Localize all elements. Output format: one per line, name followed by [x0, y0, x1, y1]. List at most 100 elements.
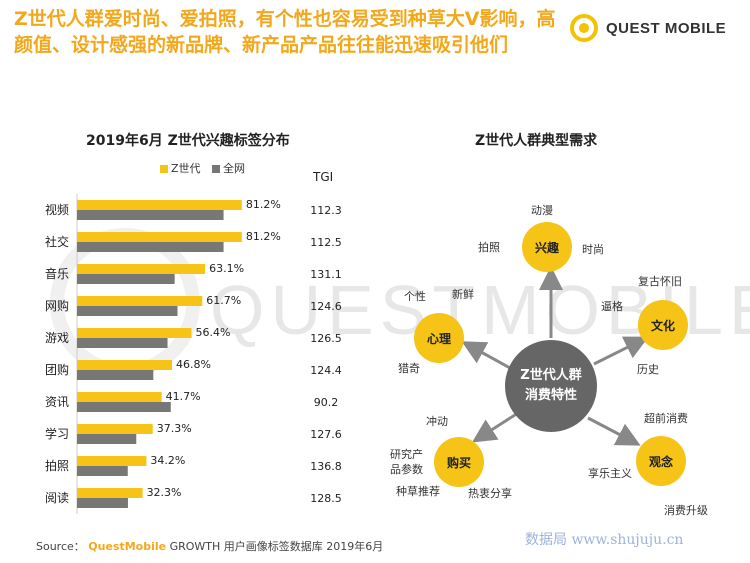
tag-retro: 复古怀旧: [638, 275, 682, 288]
tgi-value: 112.5: [310, 236, 342, 249]
legend-item-all: 全网: [212, 162, 245, 175]
bar-all: [77, 466, 128, 476]
bar-zgen: [77, 264, 206, 274]
tag-anime: 动漫: [531, 204, 553, 217]
bar-all: [77, 210, 224, 220]
tag-history: 历史: [637, 363, 659, 376]
data-label: 81.2%: [246, 230, 281, 243]
logo-ring-icon: [570, 14, 598, 42]
legend-swatch-all: [212, 165, 221, 173]
diagram-title: Z世代人群典型需求: [475, 133, 598, 149]
tgi-value: 126.5: [310, 332, 342, 345]
legend-label-all: 全网: [223, 162, 246, 175]
bar-zgen: [77, 360, 173, 370]
bar-all: [77, 274, 175, 284]
tag-research-1: 研究产: [390, 448, 423, 461]
arrow-to-concept: [587, 416, 641, 446]
tgi-header: TGI: [313, 170, 334, 184]
tag-research-2: 品参数: [390, 463, 423, 476]
bar-zgen: [77, 232, 242, 242]
data-label: 37.3%: [157, 422, 192, 435]
bar-zgen: [77, 296, 203, 306]
tgi-value: 124.4: [310, 364, 342, 377]
chart-title: 2019年6月 Z世代兴趣标签分布: [86, 133, 290, 149]
category-label: 阅读: [45, 491, 69, 505]
chart-legend: Z世代 全网: [160, 160, 253, 176]
tag-curiosity: 猎奇: [398, 362, 420, 375]
source-line: Source： QuestMobile GROWTH 用户画像标签数据库 201…: [36, 538, 383, 554]
tgi-value: 136.8: [310, 460, 342, 473]
node-interest: 兴趣: [522, 222, 572, 272]
tag-individuality: 个性: [404, 290, 426, 303]
data-label: 32.3%: [147, 486, 182, 499]
arrow-to-purchase: [471, 411, 519, 443]
category-label: 视频: [45, 202, 69, 217]
data-label: 63.1%: [209, 262, 244, 275]
tgi-value: 127.6: [310, 428, 342, 441]
node-culture: 文化: [638, 300, 688, 350]
questmobile-logo: QUEST MOBILE: [570, 12, 740, 52]
bar-all: [77, 338, 168, 348]
bar-zgen: [77, 424, 153, 434]
headline: Z世代人群爱时尚、爱拍照，有个性也容易受到种草大V影响，高 颜值、设计感强的新品…: [14, 6, 574, 58]
tag-hedonism: 享乐主义: [588, 467, 632, 480]
tag-share: 热衷分享: [468, 487, 512, 500]
category-label: 团购: [45, 362, 69, 377]
legend-swatch-zgen: [160, 165, 168, 173]
bar-all: [77, 242, 224, 252]
tag-novelty: 新鲜: [452, 288, 474, 301]
arrow-to-culture: [593, 336, 649, 366]
tag-advance-consumption: 超前消费: [644, 412, 688, 425]
category-label: 网购: [45, 298, 69, 313]
source-brand: QuestMobile: [88, 540, 167, 553]
data-label: 46.8%: [176, 358, 211, 371]
legend-label-zgen: Z世代: [171, 162, 201, 175]
category-label: 资讯: [45, 395, 69, 409]
node-concept: 观念: [636, 436, 686, 486]
arrow-to-personality: [461, 341, 511, 370]
tag-class: 逼格: [601, 300, 623, 313]
bar-zgen: [77, 456, 147, 466]
category-label: 音乐: [45, 266, 69, 281]
data-label: 34.2%: [150, 454, 185, 467]
tag-impulse: 冲动: [426, 415, 448, 428]
bar-all: [77, 402, 171, 412]
category-label: 拍照: [45, 458, 69, 473]
tgi-value: 131.1: [310, 268, 342, 281]
diagram-center: Z世代人群 消费特性: [505, 340, 597, 432]
bar-all: [77, 370, 154, 380]
logo-dot-icon: [579, 23, 589, 33]
tag-upgrade: 消费升级: [664, 504, 708, 517]
bar-all: [77, 498, 128, 508]
tag-recommend: 种草推荐: [396, 485, 440, 498]
tgi-value: 112.3: [310, 204, 342, 217]
category-label: 社交: [45, 234, 69, 249]
headline-line-1: Z世代人群爱时尚、爱拍照，有个性也容易受到种草大V影响，高: [14, 8, 556, 30]
bar-zgen: [77, 328, 192, 338]
node-purchase: 购买: [434, 437, 484, 487]
bar-zgen: [77, 200, 242, 210]
data-label: 56.4%: [195, 326, 230, 339]
legend-item-zgen: Z世代: [160, 162, 201, 175]
bar-all: [77, 306, 178, 316]
node-personality: 心理: [414, 313, 464, 363]
headline-line-2: 颜值、设计感强的新品牌、新产品产品往往能迅速吸引他们: [14, 34, 509, 56]
tag-photo: 拍照: [478, 241, 500, 254]
bar-zgen: [77, 488, 143, 498]
site-watermark: 数据局 www.shujuju.cn: [525, 532, 684, 548]
tgi-value: 124.6: [310, 300, 342, 313]
source-text: GROWTH 用户画像标签数据库 2019年6月: [169, 540, 384, 553]
tag-fashion: 时尚: [582, 243, 604, 256]
data-label: 61.7%: [206, 294, 241, 307]
source-prefix: Source：: [36, 540, 85, 553]
logo-text: QUEST MOBILE: [606, 20, 727, 37]
data-label: 81.2%: [246, 198, 281, 211]
category-label: 学习: [45, 426, 69, 441]
bar-all: [77, 434, 137, 444]
data-label: 41.7%: [166, 390, 201, 403]
category-label: 游戏: [45, 331, 69, 345]
bar-zgen: [77, 392, 162, 402]
center-line-2: 消费特性: [524, 388, 577, 403]
